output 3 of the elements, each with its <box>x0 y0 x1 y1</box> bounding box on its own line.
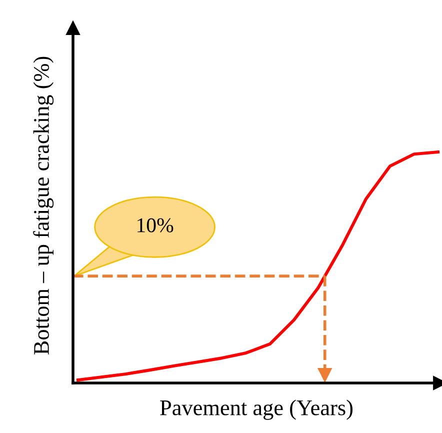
x-axis-title: Pavement age (Years) <box>160 400 353 420</box>
annotation: 10% <box>138 218 174 232</box>
y-axis-title: Bottom – up fatigue cracking (%) <box>33 56 54 355</box>
